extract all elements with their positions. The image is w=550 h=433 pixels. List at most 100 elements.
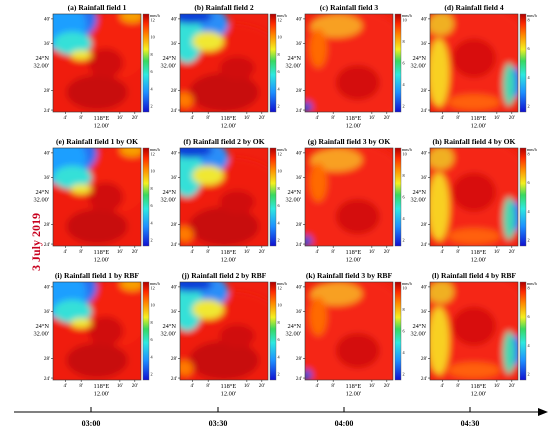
x-tick-label: 20': [384, 115, 390, 121]
rainfall-heatmap: [430, 14, 518, 112]
scale-tick-label: 10: [151, 35, 155, 40]
rain-cell: [309, 28, 328, 68]
rainfall-heatmap: [305, 148, 393, 246]
rain-cell: [180, 282, 213, 292]
rain-cell: [180, 148, 203, 197]
scale-tick-label: 8: [278, 320, 280, 325]
rain-cell: [88, 182, 124, 212]
rain-cell: [335, 198, 380, 235]
y-tick-label: 36': [421, 41, 427, 47]
scale-tick-label: 6: [278, 203, 280, 208]
y-tick-label: 28': [171, 222, 177, 228]
y-tick-label: 40': [421, 151, 427, 157]
rainfall-heatmap: [53, 148, 141, 246]
x-tick-label: 8': [331, 249, 335, 255]
rain-cell: [70, 318, 92, 329]
scale-tick-label: 10: [151, 169, 155, 174]
rain-cell: [192, 165, 224, 186]
color-scale-bar: [142, 281, 150, 381]
scale-tick-label: 2: [403, 238, 405, 243]
scale-tick-label: 8: [528, 286, 530, 291]
y-tick-label: 24': [171, 242, 177, 248]
x-tick-label: 16': [117, 115, 123, 121]
y-tick-label: 40': [296, 285, 302, 291]
scale-tick-label: 8: [278, 186, 280, 191]
rain-cell: [53, 299, 92, 324]
unit-label: mm/h: [527, 281, 538, 286]
time-label: 03:00: [82, 419, 101, 428]
rain-cell: [503, 197, 516, 241]
color-scale-bar: [519, 13, 527, 113]
rain-cell: [88, 316, 124, 346]
rain-cell: [430, 172, 450, 242]
latitude-label: 32.00': [285, 331, 301, 338]
rain-cell: [430, 282, 454, 304]
rainfall-heatmap: [180, 282, 268, 380]
y-tick-label: 36': [171, 41, 177, 47]
unit-label: mm/h: [150, 147, 161, 152]
scale-tick-label: 10: [151, 303, 155, 308]
rainfall-heatmap: [180, 14, 268, 112]
scale-tick-label: 2: [151, 372, 153, 377]
rain-cell: [430, 148, 454, 170]
scale-tick-label: 4: [528, 209, 531, 214]
x-tick-label: 16': [244, 115, 250, 121]
longitude-label: 118°E: [470, 249, 486, 256]
rain-cell: [430, 14, 454, 36]
x-tick-label: 20': [259, 115, 265, 121]
longitude-label: 12.00': [94, 391, 110, 398]
y-tick-label: 40': [171, 17, 177, 23]
rain-cell: [180, 360, 194, 377]
latitude-label: 24°N: [287, 323, 301, 330]
y-tick-label: 24': [296, 242, 302, 248]
x-tick-label: 16': [494, 115, 500, 121]
panel-title: (f) Rainfall field 2 by OK: [183, 137, 264, 146]
unit-label: mm/h: [527, 147, 538, 152]
latitude-label: 32.00': [160, 63, 176, 70]
rainfall-heatmap: [305, 282, 393, 380]
x-tick-label: 16': [369, 383, 375, 389]
arrow-head-icon: [538, 408, 548, 416]
panel-c: (c) Rainfall field 3 40' 36' 28' 24' 4' 8' 16' 2…: [285, 3, 412, 130]
y-tick-label: 40': [296, 17, 302, 23]
rain-cell: [180, 282, 203, 331]
x-tick-label: 20': [132, 249, 138, 255]
time-axis: [14, 408, 548, 416]
x-tick-label: 4': [64, 383, 68, 389]
y-tick-label: 28': [421, 356, 427, 362]
y-tick-label: 40': [421, 285, 427, 291]
panel-title: (c) Rainfall field 3: [320, 3, 379, 12]
unit-label: mm/h: [277, 13, 288, 18]
panel-i: (i) Rainfall field 1 by RBF40'36'28'24'4…: [33, 271, 160, 398]
y-tick-label: 36': [44, 41, 50, 47]
scale-tick-label: 8: [151, 320, 153, 325]
x-tick-label: 8': [456, 383, 460, 389]
x-tick-label: 4': [191, 115, 195, 121]
scale-tick-label: 10: [278, 35, 282, 40]
scale-tick-label: 4: [403, 350, 406, 355]
latitude-label: 32.00': [410, 331, 426, 338]
latitude-label: 32.00': [33, 331, 49, 338]
rain-cell: [219, 56, 255, 80]
scale-tick-label: 8: [278, 52, 280, 57]
rain-cell: [447, 362, 501, 379]
scale-tick-label: 10: [403, 152, 407, 157]
panel-l: (l) Rainfall field 4 by RBF40'36'28'24'4…: [410, 271, 537, 398]
x-tick-label: 20': [384, 383, 390, 389]
rain-cell: [335, 64, 380, 101]
x-tick-label: 16': [369, 249, 375, 255]
color-scale-bar: [269, 147, 277, 247]
rain-cell: [452, 38, 496, 78]
x-tick-label: 20': [132, 383, 138, 389]
scale-tick-label: 2: [151, 104, 153, 109]
scale-tick-label: 12: [278, 286, 282, 291]
panel-title: (l) Rainfall field 4 by RBF: [432, 271, 517, 280]
scale-tick-label: 2: [403, 104, 405, 109]
rainfall-heatmap: [430, 148, 518, 246]
rain-cell: [66, 342, 128, 379]
color-scale-bar: [142, 147, 150, 247]
x-tick-label: 8': [206, 115, 210, 121]
y-tick-label: 40': [44, 151, 50, 157]
x-tick-label: 20': [259, 249, 265, 255]
scale-tick-label: 4: [278, 86, 281, 91]
